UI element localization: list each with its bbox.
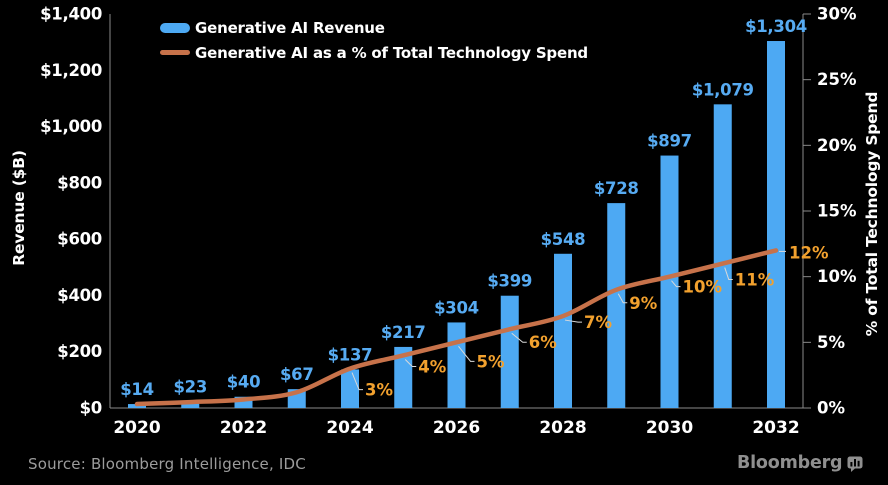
x-axis-tick-label-2028: 2028	[539, 418, 586, 438]
percent-line-series	[134, 248, 779, 407]
bar-value-label-2026: $304	[434, 298, 479, 317]
bar-value-label-2031: $1,079	[692, 80, 754, 99]
left-axis-tick-label-$400: $400	[57, 286, 102, 305]
percent-label-2027: 6%	[529, 333, 557, 352]
right-axis-title: % of Total Technology Spend	[863, 91, 881, 337]
right-axis-tick-label-0%: 0%	[817, 399, 845, 418]
bar-2021	[181, 401, 200, 408]
leader-line-2025	[404, 359, 417, 367]
x-axis-tick-label-2022: 2022	[220, 418, 267, 438]
bar-value-label-2030: $897	[647, 132, 692, 151]
leader-line-2026	[458, 346, 475, 362]
bar-value-label-2024: $137	[328, 345, 373, 364]
legend-label-revenue: Generative AI Revenue	[195, 18, 385, 37]
x-axis-tick-label-2030: 2030	[646, 418, 693, 438]
left-axis-tick-label-$600: $600	[57, 230, 102, 249]
bar-2029	[607, 203, 626, 408]
legend-item-percent: Generative AI as a % of Total Technology…	[160, 42, 588, 63]
left-axis-tick-label-$1,200: $1,200	[40, 61, 102, 80]
bar-value-label-2027: $399	[487, 272, 532, 291]
percent-label-2031: 11%	[735, 271, 775, 290]
right-axis-tick-label-25%: 25%	[817, 70, 857, 89]
bar-2022	[234, 396, 253, 408]
x-axis-tick-label-2026: 2026	[433, 418, 480, 438]
percent-label-2024: 3%	[365, 381, 393, 400]
source-text: Source: Bloomberg Intelligence, IDC	[28, 455, 306, 473]
left-axis-tick-label-$1,400: $1,400	[40, 5, 102, 24]
left-axis-tick-label-$800: $800	[57, 173, 102, 192]
leader-line-2029	[617, 293, 628, 304]
x-axis-tick-label-2032: 2032	[752, 418, 799, 438]
bar-value-label-2021: $23	[173, 378, 207, 397]
right-axis-tick-label-10%: 10%	[817, 267, 857, 286]
percent-label-2026: 5%	[477, 352, 505, 371]
bar-2030	[660, 155, 679, 408]
leader-line-2028	[564, 319, 582, 323]
left-axis-tick-label-$1,000: $1,000	[40, 117, 102, 136]
bar-2028	[554, 253, 572, 408]
x-axis-tick-label-2024: 2024	[326, 418, 373, 438]
bar-value-label-2022: $40	[227, 373, 261, 392]
percent-label-2025: 4%	[418, 357, 446, 376]
leader-line-2031	[724, 267, 733, 281]
percent-label-2029: 9%	[629, 294, 657, 313]
legend-line-swatch-icon	[160, 50, 190, 55]
left-axis-tick-label-$200: $200	[57, 342, 102, 361]
leader-line-2027	[511, 332, 527, 343]
bloomberg-logo: Bloomberg	[737, 453, 864, 473]
percent-label-2028: 7%	[584, 313, 612, 332]
bar-2026	[447, 322, 466, 408]
leader-line-2024	[351, 372, 363, 391]
x-axis-tick-label-2020: 2020	[113, 418, 160, 438]
right-axis-tick-label-30%: 30%	[817, 5, 857, 24]
legend-bar-swatch-icon	[160, 22, 190, 33]
leader-line-2030	[671, 280, 681, 288]
right-axis-tick-label-15%: 15%	[817, 202, 857, 221]
bar-value-label-2032: $1,304	[745, 17, 807, 36]
legend: Generative AI Revenue Generative AI as a…	[160, 17, 588, 63]
bloomberg-chart-bubble-icon	[847, 456, 863, 472]
bar-2024	[341, 369, 359, 408]
left-axis-tick-label-$0: $0	[80, 399, 102, 418]
bloomberg-wordmark: Bloomberg	[737, 453, 843, 473]
percent-label-2032: 12%	[789, 243, 829, 262]
bar-2032	[767, 41, 785, 408]
percent-label-2030: 10%	[683, 278, 723, 297]
bar-value-label-2029: $728	[594, 179, 639, 198]
bar-value-label-2023: $67	[280, 365, 314, 384]
right-axis-tick-label-20%: 20%	[817, 136, 857, 155]
bar-2027	[500, 295, 519, 408]
legend-item-revenue: Generative AI Revenue	[160, 17, 588, 38]
right-axis-tick-label-5%: 5%	[817, 333, 845, 352]
left-axis-title: Revenue ($B)	[10, 150, 28, 266]
legend-label-percent: Generative AI as a % of Total Technology…	[195, 43, 588, 62]
bar-value-label-2020: $14	[120, 380, 154, 399]
bar-value-label-2028: $548	[541, 230, 586, 249]
bar-2031	[713, 104, 732, 409]
bar-value-label-2025: $217	[381, 323, 426, 342]
